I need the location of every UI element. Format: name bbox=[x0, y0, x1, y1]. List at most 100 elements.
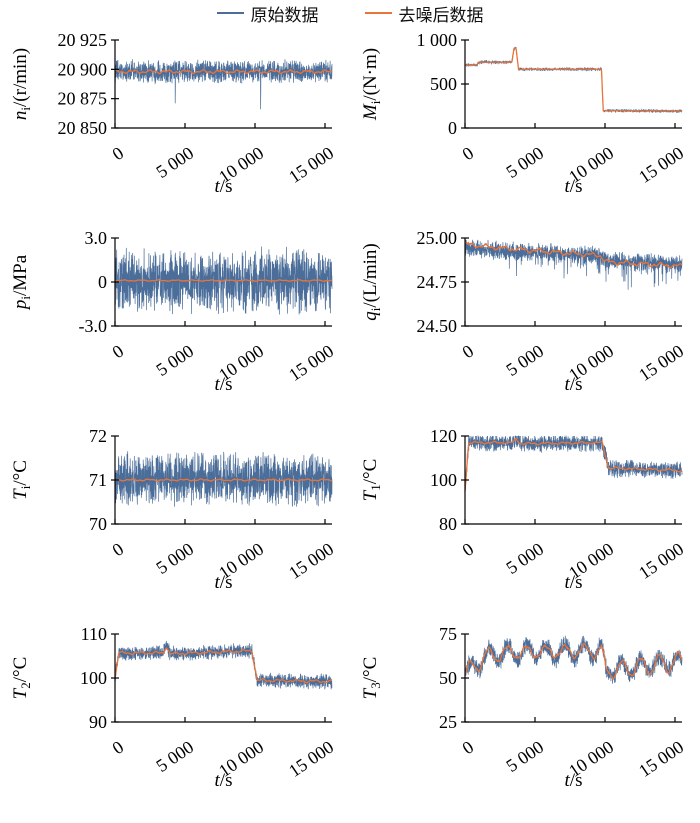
y-axis-label-pi: pi/MPa bbox=[10, 254, 33, 311]
x-tick-label: 5 000 bbox=[502, 539, 547, 578]
y-axis-label-Mi: Mi/(N·m) bbox=[360, 48, 383, 121]
x-tick-label: 0 bbox=[459, 737, 478, 759]
raw-series-swatch bbox=[216, 12, 244, 14]
x-tick-label: 5 000 bbox=[502, 341, 547, 380]
x-tick-label: 15 000 bbox=[285, 737, 337, 781]
legend: 原始数据 去噪后数据 bbox=[0, 0, 700, 26]
x-tick-label: 15 000 bbox=[635, 143, 687, 187]
raw-series-ni bbox=[114, 59, 333, 110]
x-tick-label: 5 000 bbox=[502, 737, 547, 776]
denoised-series-Ti bbox=[114, 478, 333, 482]
y-tick-label: 90 bbox=[89, 712, 107, 732]
chart-cell-Mi: 0 500 1 000 0 5 000 10 000 15 000 Mi/(N·m) t/s bbox=[350, 26, 700, 224]
denoised-series-T2 bbox=[114, 647, 333, 684]
y-axis-label-T3: T3/°C bbox=[360, 657, 383, 700]
x-axis-label: t/s bbox=[215, 770, 233, 791]
y-axis-label-ni: ni/(r/min) bbox=[10, 48, 33, 120]
x-tick-label: 0 bbox=[109, 341, 128, 363]
x-tick-label: 5 000 bbox=[152, 737, 197, 776]
denoised-series-Mi bbox=[464, 47, 682, 112]
x-axis-label: t/s bbox=[215, 572, 233, 593]
y-tick-label: 500 bbox=[430, 74, 457, 94]
x-axis-label: t/s bbox=[565, 572, 583, 593]
charts-grid: 20 850 20 875 20 900 20 925 0 5 000 10 000 15 0… bbox=[0, 26, 700, 818]
y-tick-label: 24.75 bbox=[417, 272, 458, 292]
y-tick-label: 80 bbox=[439, 514, 457, 534]
legend-item-raw: 原始数据 bbox=[216, 1, 319, 26]
x-tick-label: 0 bbox=[459, 539, 478, 561]
y-axis-label-T1: T1/°C bbox=[360, 459, 383, 502]
x-axis-label: t/s bbox=[215, 176, 233, 197]
chart-cell-T3: 25 50 75 0 5 000 10 000 15 000 T3/°C t/s bbox=[350, 620, 700, 818]
x-tick-label: 0 bbox=[109, 737, 128, 759]
denoised-series-ni bbox=[114, 68, 333, 75]
chart-cell-T1: 80 100 120 0 5 000 10 000 15 000 T1/°C t/s bbox=[350, 422, 700, 620]
y-tick-label: 50 bbox=[439, 668, 457, 688]
y-tick-label: 20 925 bbox=[58, 30, 108, 50]
chart-cell-pi: -3.0 0 3.0 0 5 000 10 000 15 000 pi/MPa t/s bbox=[0, 224, 350, 422]
x-tick-label: 0 bbox=[459, 143, 478, 165]
y-tick-label: 3.0 bbox=[85, 228, 108, 248]
y-tick-label: 120 bbox=[430, 426, 457, 446]
denoised-series-qi bbox=[464, 241, 683, 269]
y-tick-label: 0 bbox=[98, 272, 107, 292]
y-tick-label: 1 000 bbox=[417, 30, 458, 50]
denoised-series-pi bbox=[114, 279, 333, 283]
raw-series-T3 bbox=[464, 635, 683, 684]
y-tick-label: 20 850 bbox=[58, 118, 108, 138]
legend-raw-label: 原始数据 bbox=[250, 5, 319, 25]
y-tick-label: 72 bbox=[89, 426, 107, 446]
x-axis-label: t/s bbox=[215, 374, 233, 395]
x-axis-label: t/s bbox=[565, 770, 583, 791]
x-tick-label: 5 000 bbox=[152, 539, 197, 578]
x-tick-label: 15 000 bbox=[635, 737, 687, 781]
x-tick-label: 0 bbox=[109, 143, 128, 165]
x-tick-label: 5 000 bbox=[152, 143, 197, 182]
legend-item-denoised: 去噪后数据 bbox=[364, 1, 484, 26]
y-tick-label: 71 bbox=[89, 470, 107, 490]
y-tick-label: 70 bbox=[89, 514, 107, 534]
y-tick-label: 20 900 bbox=[58, 59, 108, 79]
y-tick-label: 25 bbox=[439, 712, 457, 732]
y-axis-label-T2: T2/°C bbox=[10, 657, 33, 700]
y-tick-label: 110 bbox=[81, 624, 107, 644]
chart-cell-T2: 90 100 110 0 5 000 10 000 15 000 T2/°C t/s bbox=[0, 620, 350, 818]
x-tick-label: 15 000 bbox=[635, 341, 687, 385]
chart-cell-ni: 20 850 20 875 20 900 20 925 0 5 000 10 000 15 0… bbox=[0, 26, 350, 224]
x-tick-label: 5 000 bbox=[502, 143, 547, 182]
denoised-series-T1 bbox=[464, 437, 683, 492]
x-tick-label: 15 000 bbox=[635, 539, 687, 583]
x-tick-label: 15 000 bbox=[285, 341, 337, 385]
x-axis-label: t/s bbox=[565, 176, 583, 197]
legend-denoised-label: 去噪后数据 bbox=[398, 5, 484, 25]
y-axis-label-Ti: Ti/°C bbox=[10, 460, 33, 500]
raw-series-qi bbox=[464, 239, 683, 290]
y-tick-label: 25.00 bbox=[417, 228, 458, 248]
y-axis-label-qi: qi/(L/min) bbox=[360, 243, 383, 321]
x-tick-label: 5 000 bbox=[152, 341, 197, 380]
denoised-series-T3 bbox=[464, 642, 683, 680]
x-tick-label: 15 000 bbox=[285, 143, 337, 187]
raw-series-T1 bbox=[464, 435, 683, 499]
x-tick-label: 15 000 bbox=[285, 539, 337, 583]
y-tick-label: 24.50 bbox=[417, 316, 458, 336]
x-axis-label: t/s bbox=[565, 374, 583, 395]
raw-series-Mi bbox=[464, 46, 683, 114]
chart-cell-Ti: 70 71 72 0 5 000 10 000 15 000 Ti/°C t/s bbox=[0, 422, 350, 620]
raw-series-T2 bbox=[114, 640, 333, 690]
raw-series-Ti bbox=[114, 451, 333, 507]
y-tick-label: 75 bbox=[439, 624, 457, 644]
x-tick-label: 0 bbox=[109, 539, 128, 561]
